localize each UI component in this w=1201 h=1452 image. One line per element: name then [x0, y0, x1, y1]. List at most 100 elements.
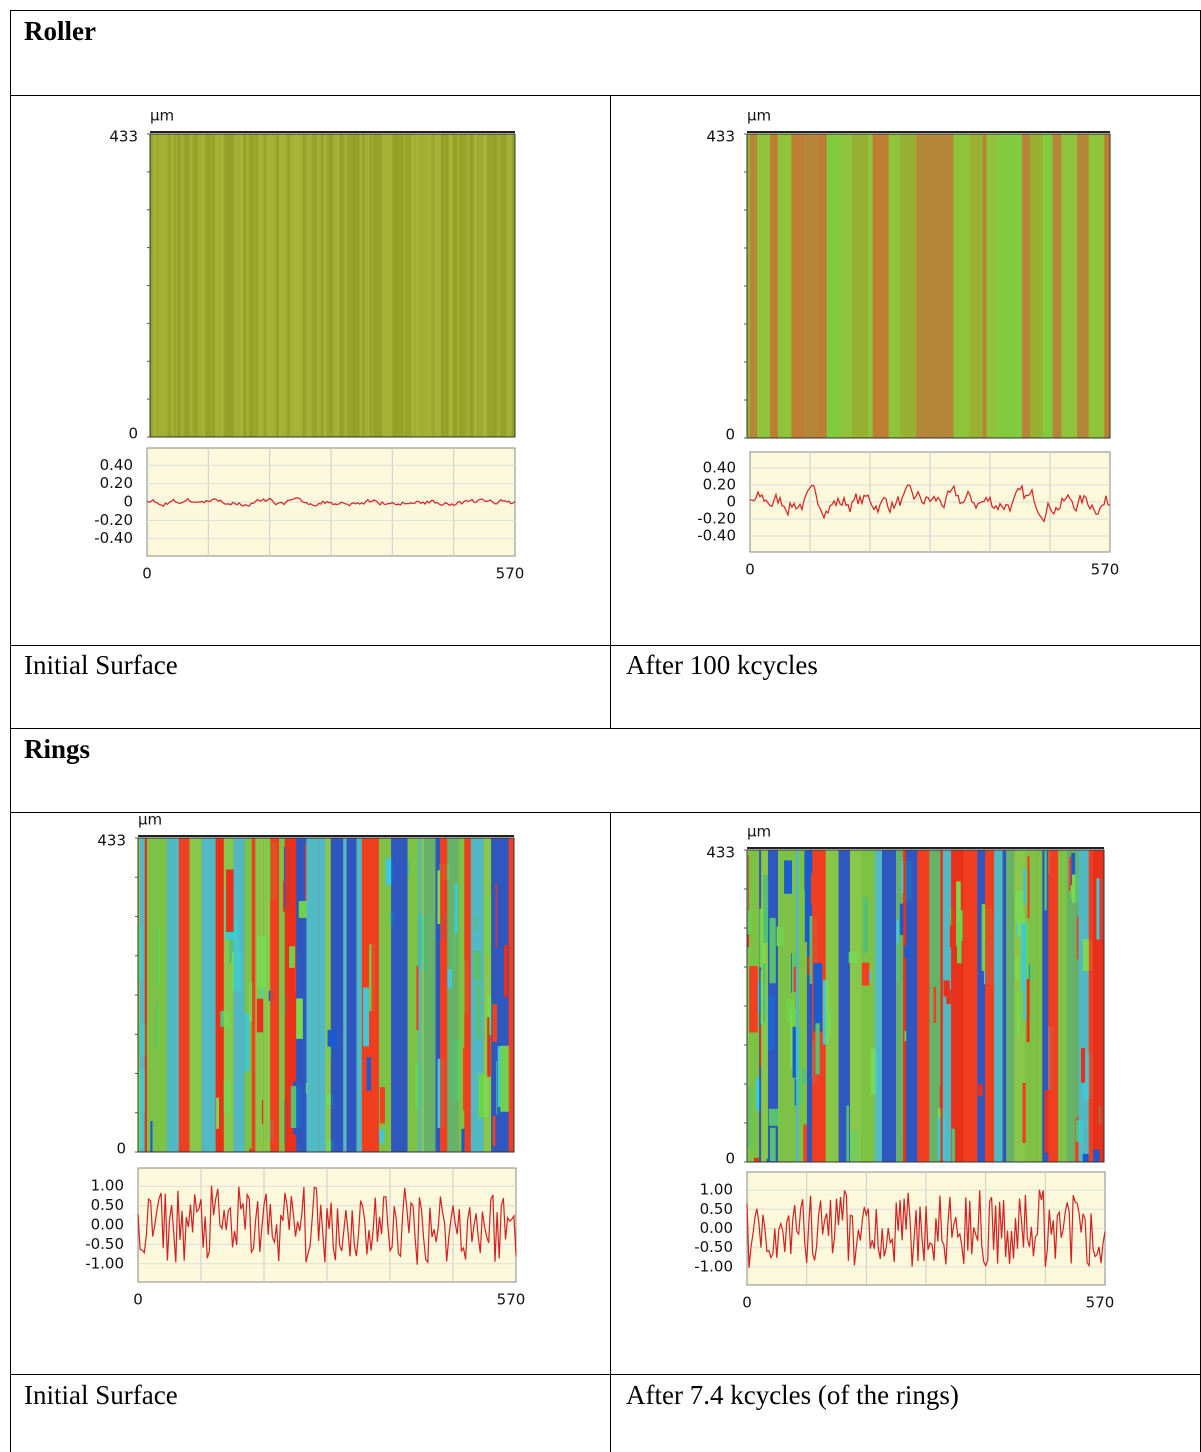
blob	[896, 942, 901, 982]
stripe	[1042, 134, 1053, 438]
blob	[407, 860, 410, 877]
table-border	[610, 95, 611, 728]
stripe	[319, 134, 321, 437]
stripe	[180, 134, 184, 437]
stripe	[447, 838, 459, 1152]
blob	[784, 860, 793, 894]
stripe	[795, 850, 799, 1162]
stripe	[387, 134, 391, 437]
stripe	[237, 134, 240, 437]
stripe	[287, 134, 290, 437]
stripe	[420, 134, 424, 437]
x-label: 0	[142, 565, 152, 583]
stripe	[443, 134, 446, 437]
stripe	[401, 838, 408, 1152]
profile-y-label: 0.50	[700, 1200, 733, 1218]
profile-y-label: -0.20	[697, 510, 736, 528]
stripe	[467, 134, 470, 437]
stripe	[164, 134, 167, 437]
stripe	[452, 134, 456, 437]
stripe	[882, 850, 896, 1162]
stripe	[1022, 134, 1031, 438]
blob	[786, 999, 794, 1023]
stripe	[942, 850, 952, 1162]
stripe	[1002, 850, 1007, 1162]
blob	[218, 986, 222, 1020]
blob	[861, 962, 870, 986]
stripe	[379, 134, 383, 437]
stripe	[217, 134, 221, 437]
stripe	[223, 838, 234, 1152]
map-y-label: 433	[706, 844, 735, 862]
blob	[500, 1045, 511, 1112]
stripe	[906, 850, 918, 1162]
blob	[946, 989, 951, 1004]
blob	[296, 998, 303, 1039]
stripe	[1058, 850, 1068, 1162]
blob	[759, 1025, 763, 1067]
unit-label: µm	[747, 823, 771, 841]
blob	[257, 936, 267, 988]
stripe	[994, 850, 1003, 1162]
stripe	[778, 850, 792, 1162]
map-y-label: 433	[97, 832, 126, 850]
stripe	[289, 134, 294, 437]
stripe	[249, 134, 252, 437]
unit-label: µm	[150, 107, 174, 125]
stripe	[144, 838, 147, 1152]
stripe	[259, 134, 264, 437]
stripe	[849, 850, 862, 1162]
stripe	[404, 134, 409, 437]
stripe	[205, 134, 209, 437]
blob	[363, 987, 370, 1047]
stripe	[1069, 134, 1078, 438]
blob	[951, 1128, 956, 1162]
stripe	[257, 134, 260, 437]
stripe	[305, 134, 307, 437]
stripe	[245, 134, 250, 437]
profile-y-label: 0.00	[700, 1219, 733, 1237]
stripe	[506, 134, 509, 437]
stripe	[767, 850, 779, 1162]
stripe	[424, 838, 436, 1152]
blob	[755, 1077, 761, 1111]
blob	[486, 994, 492, 1029]
stripe	[963, 850, 975, 1162]
stripe	[226, 134, 231, 437]
caption: Initial Surface	[24, 1380, 178, 1410]
stripe	[197, 134, 202, 437]
stripe	[320, 134, 324, 437]
surface-map	[138, 838, 514, 1152]
stripe	[423, 134, 427, 437]
stripe	[462, 134, 467, 437]
blob	[1081, 1048, 1086, 1083]
stripe	[508, 134, 512, 437]
stripe	[166, 838, 179, 1152]
stripe	[314, 134, 318, 437]
stripe	[1014, 850, 1018, 1162]
stripe	[939, 134, 945, 438]
blob	[896, 919, 900, 944]
blob	[1044, 850, 1047, 911]
map-y-label: 0	[725, 1150, 735, 1168]
stripe	[177, 134, 181, 437]
stripe	[825, 850, 836, 1162]
stripe	[415, 134, 420, 437]
stripe	[178, 838, 181, 1152]
profile-y-label: 0.20	[100, 474, 133, 492]
stripe	[346, 838, 357, 1152]
stripe	[435, 838, 441, 1152]
stripe	[171, 134, 174, 437]
stripe	[244, 838, 252, 1152]
stripe	[490, 134, 493, 437]
blob	[476, 983, 481, 1039]
profile-y-label: 1.00	[91, 1177, 124, 1195]
profile-y-label: 0.50	[91, 1196, 124, 1214]
stripe	[263, 838, 271, 1152]
stripe	[158, 134, 160, 437]
blob	[1093, 1149, 1101, 1162]
stripe	[193, 134, 197, 437]
profile-y-label: -0.40	[697, 527, 736, 545]
blob	[256, 998, 267, 1033]
profile-y-label: -0.40	[94, 529, 133, 547]
